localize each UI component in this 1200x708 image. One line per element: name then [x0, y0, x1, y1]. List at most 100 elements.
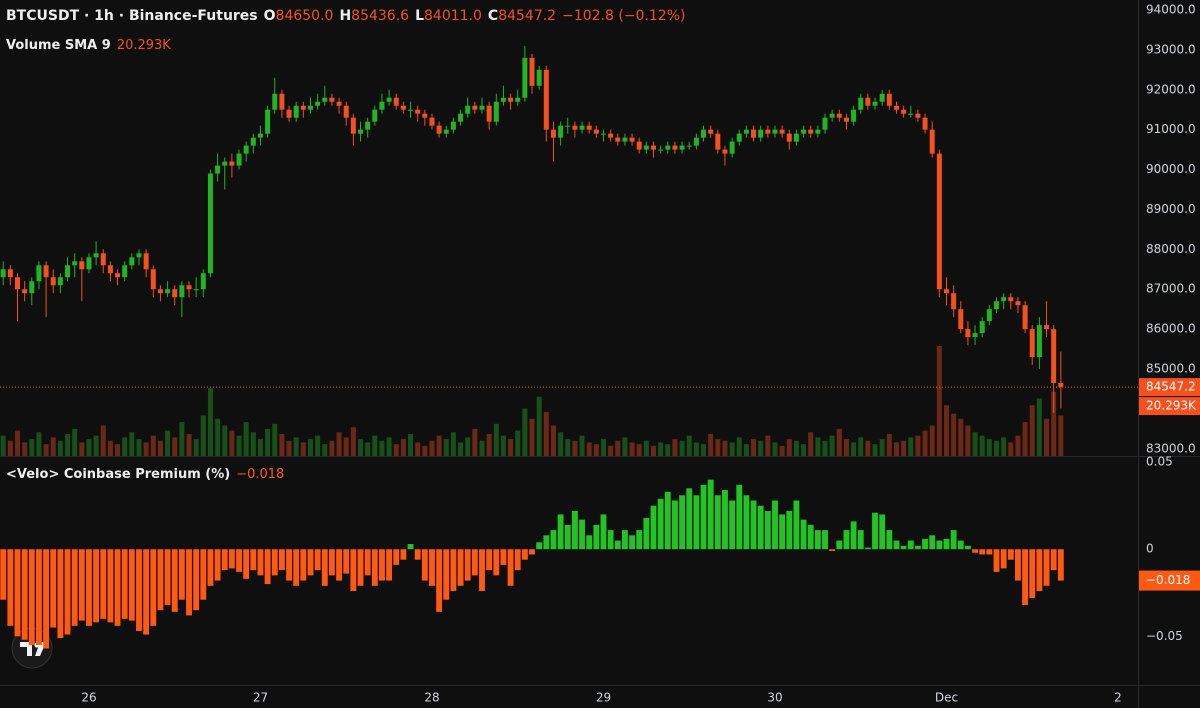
candle-body — [779, 129, 785, 134]
premium-bars — [0, 479, 1064, 649]
premium-bar — [450, 549, 457, 592]
volume-bar — [129, 432, 135, 456]
volume-bar — [908, 437, 914, 456]
volume-bar — [851, 442, 857, 456]
premium-bar — [729, 500, 736, 550]
volume-bar — [243, 422, 249, 456]
premium-bar — [571, 510, 578, 550]
volume-bar — [829, 435, 835, 456]
premium-bar — [900, 545, 907, 550]
candle-body — [50, 277, 56, 286]
premium-bar — [1036, 549, 1043, 592]
candle-body — [15, 277, 21, 290]
y-tick-label: 86000.0 — [1146, 322, 1196, 336]
candle-body — [329, 97, 335, 102]
candle-body — [715, 133, 721, 150]
premium-bar — [164, 549, 171, 605]
premium-bar — [829, 549, 836, 551]
candle-body — [865, 97, 871, 106]
candle-body — [843, 117, 849, 122]
candle-body — [7, 269, 13, 278]
volume-bar — [972, 432, 978, 456]
premium-bar — [393, 549, 400, 565]
premium-bar — [86, 549, 92, 626]
candle-body — [322, 97, 328, 102]
volume-bar — [515, 430, 521, 456]
premium-bar — [93, 549, 100, 623]
premium-bar — [300, 549, 307, 581]
volume-bar — [715, 439, 721, 456]
volume-bar — [579, 435, 585, 456]
candle-body — [286, 109, 292, 118]
premium-bar — [471, 549, 478, 576]
volume-bar — [436, 435, 442, 456]
premium-bar — [964, 545, 971, 550]
volume-bar — [222, 425, 228, 456]
premium-bar — [329, 549, 335, 576]
candle-body — [722, 149, 728, 154]
premium-bar — [100, 549, 107, 619]
volume-bar — [865, 440, 871, 456]
volume-bar — [658, 442, 664, 456]
candle-body — [986, 309, 992, 322]
volume-bar — [93, 435, 99, 456]
premium-bar — [593, 524, 600, 550]
premium-bar — [843, 530, 850, 550]
candle-body — [215, 165, 221, 174]
volume-bar — [450, 432, 456, 456]
candle-body — [100, 253, 106, 266]
premium-bar — [21, 549, 28, 640]
volume-bar — [772, 442, 778, 456]
volume-bar — [107, 440, 113, 456]
premium-bar — [936, 540, 943, 550]
y-tick-label: 87000.0 — [1146, 282, 1196, 296]
last-price-box — [1139, 378, 1200, 397]
volume-bar — [572, 440, 578, 456]
volume-bar — [743, 444, 749, 456]
candle-body — [958, 309, 964, 330]
premium-bar — [664, 491, 671, 550]
candle-body — [193, 289, 199, 291]
premium-bar — [264, 549, 271, 585]
premium-bar — [986, 549, 993, 555]
volume-bar — [400, 439, 406, 456]
volume-bar — [836, 428, 842, 456]
volume-bar — [265, 428, 271, 456]
volume-bar — [422, 445, 428, 456]
premium-bar — [993, 549, 1000, 572]
volume-bar — [15, 430, 21, 456]
candle-body — [43, 265, 49, 278]
premium-bar — [786, 510, 793, 550]
premium-bar — [672, 500, 678, 550]
volume-bar — [465, 437, 471, 456]
premium-bar — [514, 549, 521, 571]
volume-bar — [1044, 418, 1050, 456]
study-value: 20.293K — [116, 38, 171, 53]
candle-body — [522, 57, 528, 98]
volume-bar — [379, 440, 385, 456]
candle-body — [651, 145, 657, 150]
premium-bar — [743, 495, 750, 550]
y-tick-label: 91000.0 — [1146, 122, 1196, 136]
volume-bar — [136, 439, 142, 456]
y-tick-label: 85000.0 — [1146, 362, 1196, 376]
volume-bar — [493, 423, 499, 456]
premium-bar — [379, 549, 385, 581]
volume-bar — [1022, 422, 1028, 456]
volume-bar — [686, 435, 692, 456]
premium-bar — [136, 549, 142, 632]
premium-bar — [700, 484, 707, 550]
premium-bar — [128, 549, 135, 621]
premium-bar — [71, 549, 78, 626]
candle-body — [436, 125, 442, 134]
volume-bar — [0, 435, 6, 456]
premium-bar — [443, 549, 450, 600]
volume-bar — [179, 422, 185, 456]
premium-bar — [536, 542, 543, 550]
volume-bar — [843, 439, 849, 456]
volume-value-box — [1139, 397, 1200, 416]
volume-bar — [122, 437, 128, 456]
premium-bar — [979, 549, 986, 555]
candle-body — [550, 129, 556, 138]
premium-bar — [479, 549, 485, 592]
